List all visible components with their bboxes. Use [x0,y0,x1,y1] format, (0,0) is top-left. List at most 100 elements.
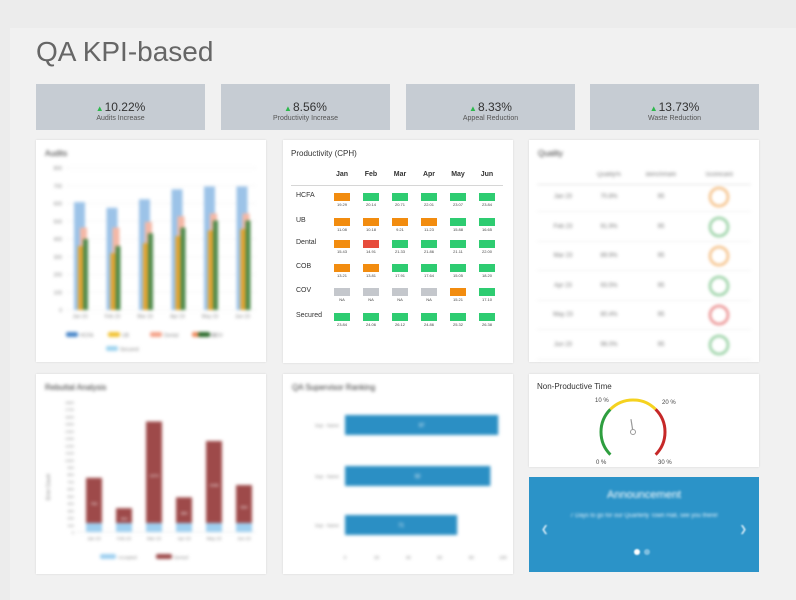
cell-value: 26.12 [394,322,405,327]
cell-value: 15.21 [452,297,463,302]
quality-value: 70.8% [600,194,618,200]
status-cell [450,218,466,226]
legend-swatch [106,346,118,351]
gauge-label-20: 20 % [662,400,676,406]
supervisor-name: Sup - Name [315,474,340,479]
legend-swatch [100,554,116,559]
cell-value: 24.06 [365,322,376,327]
y-tick-label: 0 [59,308,62,314]
month-header: Mar [393,171,407,178]
y-tick-label: 100 [54,290,63,296]
carousel-dot[interactable] [644,549,650,555]
kpi-label: Waste Reduction [647,115,702,122]
cell-value: NA [368,297,374,302]
page-title: QA KPI-based [36,36,214,67]
quality-card: Quality Quality% Benchmark Scorecard Jan 23… [529,140,759,362]
status-cell [421,288,437,296]
y-tick-label: 200 [67,516,74,521]
row-label: Secured [296,312,323,319]
y-tick-label: 800 [54,166,63,172]
gauge-label-10: 10 % [595,398,609,404]
audits-title: Audits [45,149,68,158]
cell-value: 11.08 [337,227,347,232]
legend-swatch [66,332,78,337]
bar-denied [236,485,252,523]
bar-denied [176,497,192,523]
cell-value: 13.21 [336,273,347,278]
x-tick-label: Apr 23 [170,314,185,320]
kpi-label: Productivity Increase [273,115,338,122]
bar-ub [78,246,84,310]
column-header: Quality% [596,172,621,178]
scorecard-face-icon [709,305,729,325]
carousel-next-icon[interactable]: ❯ [739,524,747,534]
column-header: Benchmark [645,172,677,178]
status-cell [450,313,466,321]
row-month: Feb 23 [553,223,573,230]
status-cell [334,218,350,226]
bar-dental [245,220,251,310]
bar-denied [206,441,222,523]
bar-accepted [116,523,132,532]
month-header: Feb [364,171,378,178]
status-cell [479,193,495,201]
y-tick-label: 600 [54,202,63,208]
month-header: Jan [335,171,349,178]
status-cell [363,313,379,321]
legend-label: Denied [174,555,189,560]
y-tick-label: 1200 [65,443,75,448]
header-divider [291,185,503,186]
status-cell [450,288,466,296]
cell-value: NA [339,297,345,302]
kpi-waste-reduction: ▲13.73% Waste Reduction [590,84,759,130]
y-tick-label: 100 [67,523,74,528]
y-tick-label: 400 [54,237,63,243]
rebuttal-chart: 1800170016001500140013001200110010009008… [46,400,256,560]
status-cell [334,288,350,296]
month-header: Jun [480,171,494,178]
cell-value: 19.29 [336,202,347,207]
npt-gauge [599,398,667,456]
kpi-value: 8.56% [292,100,327,114]
y-tick-label: 1300 [65,436,75,441]
up-arrow-icon: ▲ [649,104,658,113]
quality-value: 96.0% [600,341,618,348]
legend-label: Accepted [118,555,137,560]
status-cell [363,264,379,272]
cell-value: NA [397,297,403,302]
row-divider [537,358,751,360]
carousel-prev-icon[interactable]: ❮ [541,524,549,534]
bar-value-label: 752 [91,501,98,506]
supervisor-title: QA Supervisor Ranking [292,383,376,392]
legend-label: Dental [164,333,178,339]
y-tick-label: 200 [54,273,63,279]
cell-value: 17.10 [481,297,492,302]
rebuttal-card: Rebuttal Analysis 1800 1700 1600 1500 1400 13… [36,374,266,574]
x-tick-label: 0 [344,555,347,560]
cell-value: 22.00 [481,249,492,254]
x-tick-label: Jun 23 [237,536,251,541]
row-divider [537,240,751,242]
cell-value: 21.11 [453,249,463,254]
ranking-bar [345,515,458,535]
row-label: Dental [296,239,317,246]
y-tick-label: 0 [72,530,75,535]
status-cell [392,193,408,201]
bar-value-label: 384 [181,511,188,516]
gauge-arc-bad [654,408,667,456]
kpi-appeal-reduction: ▲8.33% Appeal Reduction [406,84,575,130]
bar-value-label: 1046 [210,483,220,488]
bar-value-label: 1373 [150,473,160,478]
status-cell [334,264,350,272]
y-tick-label: 300 [67,508,74,513]
legend-swatch [108,332,120,337]
supervisor-chart: 97 Sup - Name 92 Sup - Name 71 Sup - Name 0 20… [315,415,507,560]
carousel-dot-active[interactable] [634,549,640,555]
y-tick-label: 1100 [65,451,74,456]
scorecard-face-icon [709,246,729,266]
ranking-bar [345,415,499,435]
kpi-value: 13.73% [658,100,700,114]
up-arrow-icon: ▲ [469,104,477,113]
row-month: May 23 [553,312,573,318]
supervisor-card: QA Supervisor Ranking 97 Sup - Name 92 Sup … [283,374,513,574]
